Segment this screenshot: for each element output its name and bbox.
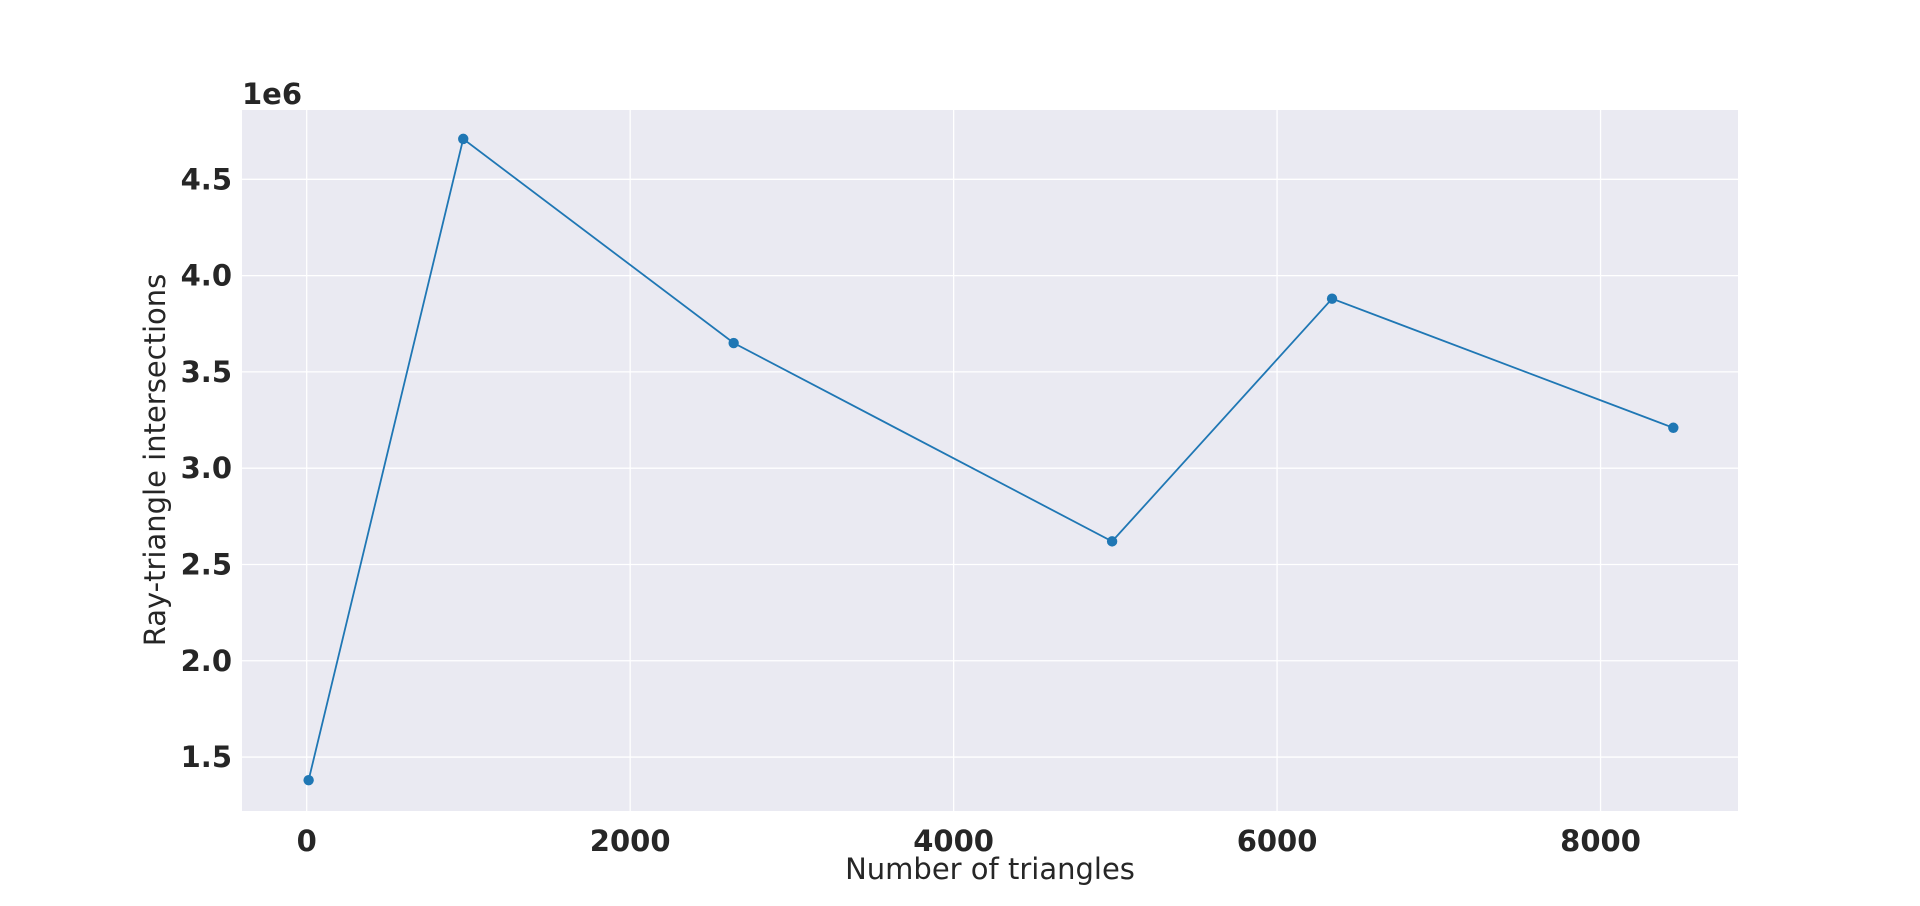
x-tick-label: 0	[297, 824, 317, 858]
data-point	[1668, 422, 1679, 433]
gridlines	[242, 110, 1738, 811]
y-tick-label: 4.5	[181, 162, 232, 196]
data-point	[303, 774, 314, 786]
y-tick-label: 2.0	[181, 644, 232, 678]
data-point	[458, 133, 469, 145]
y-tick-label: 1.5	[181, 740, 232, 774]
y-offset-label: 1e6	[242, 77, 302, 111]
x-tick-label: 8000	[1560, 824, 1641, 858]
plot-area	[242, 110, 1738, 811]
data-point	[1106, 536, 1118, 547]
x-tick-label: 2000	[590, 824, 671, 858]
data-point	[728, 337, 739, 349]
y-axis-label: Ray-triangle intersections	[138, 274, 172, 647]
y-tick-label: 2.5	[181, 547, 232, 581]
y-tick-label: 3.5	[181, 355, 232, 389]
x-tick-label: 4000	[913, 824, 994, 858]
x-axis-label: Number of triangles	[845, 852, 1135, 886]
y-tick-label: 4.0	[181, 259, 232, 293]
y-tick-label: 3.0	[181, 451, 232, 485]
y-tick-labels: 1.5 2.0 2.5 3.0 3.5 4.0 4.5	[181, 162, 232, 774]
x-tick-label: 6000	[1237, 824, 1318, 858]
x-tick-labels: 0 2000 4000 6000 8000	[297, 824, 1641, 858]
series-layer	[303, 133, 1679, 786]
series-line	[307, 137, 1674, 781]
data-point	[1326, 293, 1338, 304]
